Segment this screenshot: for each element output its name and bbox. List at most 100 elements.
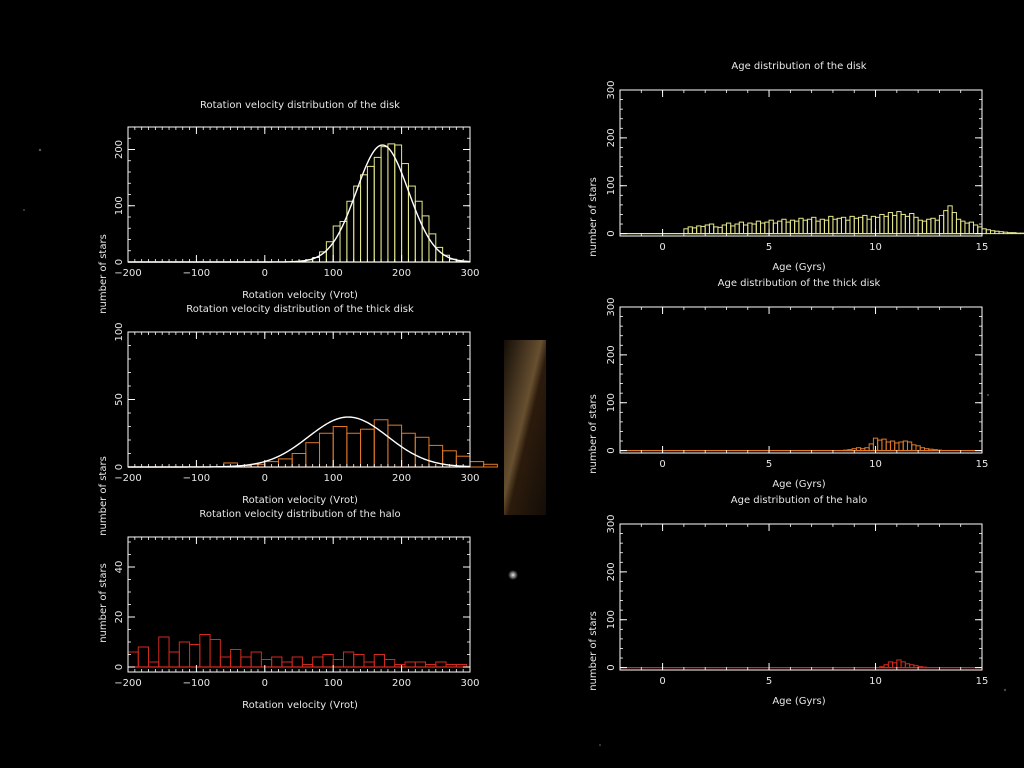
x-tick-label: 10 xyxy=(869,459,882,470)
histogram-bar xyxy=(875,216,881,235)
histogram-bar xyxy=(972,224,979,235)
histogram-bar xyxy=(421,215,430,263)
vrot-disk-chart: Rotation velocity distribution of the di… xyxy=(85,92,495,314)
age-halo-svg: Age distribution of the halo number of s… xyxy=(588,495,988,707)
histogram-bar xyxy=(932,449,938,452)
histogram-bar xyxy=(811,216,817,235)
gaussian-fit-curve xyxy=(128,144,471,263)
histogram-bar xyxy=(158,636,170,668)
histogram-bar xyxy=(322,654,334,668)
histogram-bar xyxy=(968,221,974,235)
histogram-bar xyxy=(373,156,382,263)
chart-title: Age distribution of the halo xyxy=(731,495,867,506)
y-tick-label: 40 xyxy=(114,561,125,574)
histogram-bar xyxy=(943,210,949,235)
vrot-disk-svg: Rotation velocity distribution of the di… xyxy=(98,100,480,314)
histogram-bar xyxy=(305,442,321,468)
age-halo-chart: Age distribution of the halo number of s… xyxy=(580,489,1010,709)
x-tick-label: 10 xyxy=(869,676,882,687)
histogram-bar xyxy=(301,664,314,668)
histogram-bar xyxy=(332,659,344,668)
histogram-bar xyxy=(928,448,934,452)
histogram-bar xyxy=(260,659,273,668)
chart-title: Rotation velocity distribution of the di… xyxy=(200,100,400,111)
y-tick-label: 0 xyxy=(606,447,617,453)
y-tick-label: 0 xyxy=(606,230,617,236)
histogram-bar xyxy=(455,664,468,668)
histogram-bar xyxy=(445,664,457,668)
histogram-bar xyxy=(387,143,396,263)
histogram-bar xyxy=(977,226,983,235)
histogram-bar xyxy=(930,217,936,235)
histogram-bar xyxy=(404,661,416,668)
histogram-bar xyxy=(178,641,191,668)
x-axis-label: Rotation velocity (Vrot) xyxy=(242,290,358,301)
x-tick-label: 300 xyxy=(460,268,479,279)
plot-frame xyxy=(127,331,471,468)
histogram-bar xyxy=(994,230,1000,235)
x-axis-label: Age (Gyrs) xyxy=(772,696,825,707)
histogram-bar xyxy=(730,225,736,235)
histogram-bar xyxy=(380,146,389,263)
age-disk-svg: Age distribution of the disk number of s… xyxy=(588,61,1024,273)
histogram-bar xyxy=(700,225,706,235)
histogram-bar xyxy=(168,651,180,668)
x-tick-label: 15 xyxy=(976,242,989,253)
histogram-bar xyxy=(870,215,877,235)
histogram-bar xyxy=(346,200,355,263)
histogram-bar xyxy=(373,419,389,468)
histogram-bar xyxy=(219,656,232,668)
histogram-bar xyxy=(319,432,334,468)
x-tick-label: 0 xyxy=(262,268,268,279)
y-axis-label: number of stars xyxy=(588,611,599,691)
y-axis-label: number of stars xyxy=(588,177,599,257)
plot-frame xyxy=(619,89,983,237)
histogram-bar xyxy=(794,220,800,235)
histogram-bar xyxy=(1002,231,1009,235)
histogram-bar xyxy=(199,634,211,668)
histogram-bar xyxy=(137,646,150,668)
histogram-bar xyxy=(887,661,894,669)
histogram-bar xyxy=(407,185,416,263)
histogram-bar xyxy=(896,659,902,669)
histogram-bar xyxy=(857,216,864,235)
histogram-bar xyxy=(819,218,825,235)
age-disk-chart: Age distribution of the disk number of s… xyxy=(580,55,1024,275)
y-tick-label: 200 xyxy=(606,128,617,147)
y-tick-label: 0 xyxy=(114,259,125,265)
histogram-bar xyxy=(789,219,796,235)
histogram-bar xyxy=(713,226,719,235)
histogram-bar xyxy=(913,665,919,669)
histogram-bar xyxy=(947,205,953,235)
histogram-bar xyxy=(777,220,783,235)
histogram-bar xyxy=(877,439,883,452)
x-tick-label: 100 xyxy=(324,678,343,689)
histogram-bar xyxy=(360,428,375,468)
histogram-bar xyxy=(892,214,898,235)
histogram-bar xyxy=(332,426,348,468)
age-thick-disk-svg: Age distribution of the thick disk numbe… xyxy=(588,278,988,490)
y-tick-label: 100 xyxy=(606,393,617,412)
histogram-bar xyxy=(148,661,160,668)
histogram-bar xyxy=(934,219,940,235)
y-tick-label: 0 xyxy=(114,664,125,670)
histogram-bar xyxy=(772,222,779,235)
histogram-bar xyxy=(921,220,928,235)
x-tick-label: 200 xyxy=(392,268,411,279)
histogram-bar xyxy=(889,440,896,452)
histogram-bar xyxy=(964,222,970,235)
histogram-bar xyxy=(366,165,375,263)
plot-frame xyxy=(127,126,471,263)
histogram-bar xyxy=(312,656,324,668)
y-axis-label: number of stars xyxy=(588,394,599,474)
histogram-bar xyxy=(883,664,889,669)
histogram-bar xyxy=(998,231,1004,235)
histogram-bar xyxy=(832,218,838,235)
x-tick-label: 200 xyxy=(392,678,411,689)
vrot-thick-disk-svg: Rotation velocity distribution of the th… xyxy=(98,304,498,536)
histogram-bar xyxy=(230,649,242,668)
y-tick-label: 50 xyxy=(114,393,125,406)
histogram-bar xyxy=(342,651,355,668)
histogram-bar xyxy=(240,656,252,668)
